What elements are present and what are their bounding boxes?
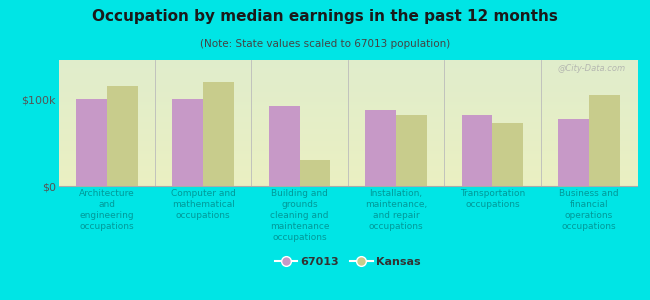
Bar [300, 160, 330, 186]
Bar [76, 99, 107, 186]
Text: (Note: State values scaled to 67013 population): (Note: State values scaled to 67013 popu… [200, 39, 450, 49]
Bar [558, 119, 589, 186]
Bar [462, 115, 492, 186]
Bar [268, 106, 300, 186]
Text: @City-Data.com: @City-Data.com [557, 64, 625, 73]
Legend: 67013, Kansas: 67013, Kansas [270, 252, 425, 271]
Bar [203, 82, 234, 186]
Bar [493, 123, 523, 186]
Bar [107, 86, 138, 186]
Text: Occupation by median earnings in the past 12 months: Occupation by median earnings in the pas… [92, 9, 558, 24]
Bar [365, 110, 396, 186]
Bar [172, 99, 203, 186]
Bar [589, 95, 619, 186]
Bar [396, 115, 427, 186]
